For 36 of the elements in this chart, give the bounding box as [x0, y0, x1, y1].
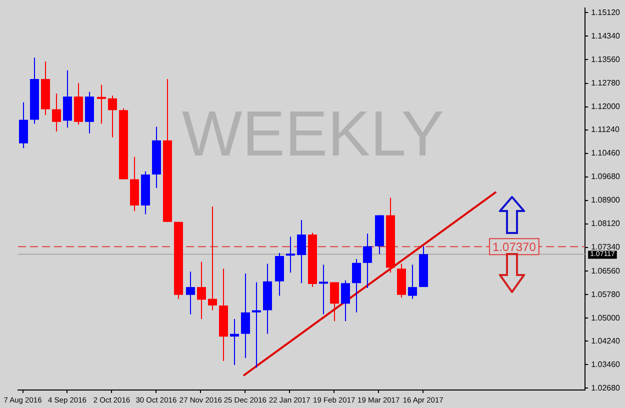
y-tick-label: 1.14340 [591, 31, 621, 40]
candlestick [286, 236, 295, 274]
y-tick-label: 1.07340 [591, 242, 621, 252]
candlestick [241, 272, 250, 358]
y-tick-label: 1.12000 [591, 102, 621, 112]
candlestick [108, 95, 117, 138]
ref-line-label: 1.07370 [492, 240, 536, 254]
y-tick-label: 1.10460 [591, 148, 621, 158]
candlestick [252, 282, 261, 368]
y-tick-label: 1.08900 [591, 196, 621, 205]
candlestick [52, 93, 61, 132]
y-tick-label: 1.02680 [591, 383, 621, 392]
candlestick [363, 233, 372, 288]
y-tick-label: 1.04240 [591, 336, 621, 346]
y-tick-label: 1.11240 [591, 124, 620, 134]
candlestick [352, 258, 361, 313]
y-tick-label: 1.09680 [591, 172, 621, 182]
y-tick-label: 1.08120 [591, 219, 621, 228]
candlestick [19, 102, 28, 149]
y-tick-label: 1.13560 [591, 54, 621, 64]
y-tick-label: 1.06560 [591, 266, 621, 276]
candlestick [230, 318, 239, 366]
y-tick-label: 1.15120 [591, 8, 621, 17]
candlestick [186, 271, 195, 315]
candlestick [341, 280, 350, 322]
candlestick [97, 84, 106, 124]
y-tick-label: 1.12780 [591, 78, 621, 88]
candlestick [330, 282, 339, 322]
y-tick-label: 1.05000 [591, 313, 621, 322]
y-tick-label: 1.03460 [591, 360, 621, 369]
candlestick [297, 220, 306, 284]
y-tick-label: 1.05780 [591, 290, 621, 299]
candlestick [408, 264, 417, 300]
candlestick [208, 206, 217, 311]
candlestick [319, 264, 328, 315]
candlestick [197, 261, 206, 320]
